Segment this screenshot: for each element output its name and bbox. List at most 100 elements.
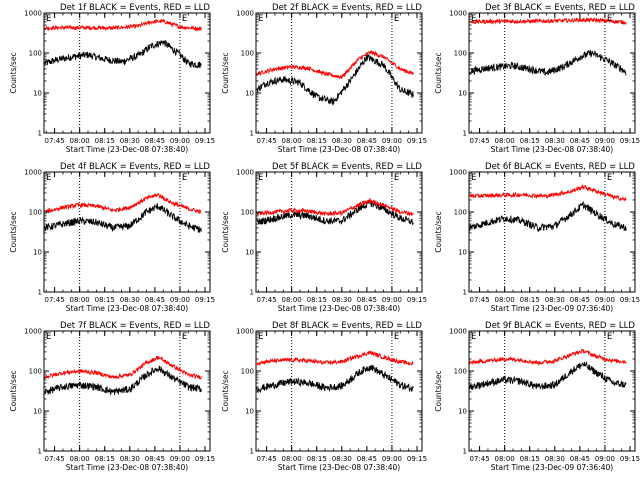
y-tick-label: 1000 <box>449 328 467 336</box>
y-tick-label: 100 <box>241 368 254 376</box>
x-tick-label: 09:15 <box>195 455 215 463</box>
x-tick-label: 08:30 <box>120 296 140 304</box>
x-tick-label: 08:00 <box>495 296 515 304</box>
x-tick-label: 09:15 <box>407 137 427 145</box>
series-lld-line <box>256 350 414 367</box>
event-marker: E <box>182 332 187 342</box>
y-axis-label: Counts/sec <box>9 370 18 411</box>
chart-title: Det 8f BLACK = Events, RED = LLD <box>272 321 422 331</box>
y-tick-label: 1000 <box>449 10 467 18</box>
x-tick-label: 09:15 <box>195 296 215 304</box>
x-axis-label: Start Time (23-Dec-08 07:38:40) <box>66 304 188 313</box>
x-tick-label: 08:30 <box>120 455 140 463</box>
y-tick-label: 1000 <box>24 169 42 177</box>
x-tick-label: 09:15 <box>407 455 427 463</box>
y-axis-label: Counts/sec <box>434 211 443 252</box>
x-tick-label: 08:45 <box>570 455 590 463</box>
x-tick-label: 09:00 <box>170 455 190 463</box>
x-tick-label: 07:45 <box>256 296 276 304</box>
x-axis-label: Start Time (23-Dec-08 07:38:40) <box>278 304 400 313</box>
y-tick-label: 10 <box>245 90 254 98</box>
x-tick-label: 09:15 <box>195 137 215 145</box>
x-tick-label: 08:00 <box>70 296 90 304</box>
y-tick-label: 10 <box>33 408 42 416</box>
plot-frame <box>43 12 211 134</box>
event-marker: E <box>46 332 51 342</box>
x-tick-label: 09:00 <box>382 137 402 145</box>
event-marker: E <box>471 14 476 24</box>
x-tick-label: 09:00 <box>595 296 615 304</box>
event-marker: E <box>394 14 399 24</box>
x-tick-label: 09:15 <box>407 296 427 304</box>
chart-title: Det 3f BLACK = Events, RED = LLD <box>485 3 635 13</box>
y-tick-label: 1000 <box>236 169 254 177</box>
x-axis-label: Start Time (23-Dec-08 07:38:40) <box>278 145 400 154</box>
series-events-line <box>256 364 414 394</box>
event-marker: E <box>46 173 51 183</box>
event-marker: E <box>607 14 612 24</box>
y-axis-label: Counts/sec <box>221 52 230 93</box>
x-tick-label: 08:45 <box>145 455 165 463</box>
x-tick-label: 08:00 <box>282 455 302 463</box>
chart-title: Det 1f BLACK = Events, RED = LLD <box>60 3 210 13</box>
x-tick-label: 07:45 <box>44 296 64 304</box>
x-axis-label: Start Time (23-Dec-08 07:38:40) <box>278 463 400 472</box>
event-marker: E <box>258 14 263 24</box>
y-tick-label: 10 <box>245 249 254 257</box>
x-tick-label: 07:45 <box>469 296 489 304</box>
x-axis-label: Start Time (23-Dec-08 07:38:40) <box>66 145 188 154</box>
y-tick-label: 1000 <box>236 10 254 18</box>
x-tick-label: 09:15 <box>620 296 640 304</box>
y-tick-label: 10 <box>458 408 467 416</box>
x-tick-label: 08:00 <box>282 137 302 145</box>
x-tick-label: 09:00 <box>170 296 190 304</box>
x-tick-label: 08:45 <box>357 455 377 463</box>
y-axis-label: Counts/sec <box>434 52 443 93</box>
x-tick-label: 08:00 <box>282 296 302 304</box>
event-marker: E <box>607 332 612 342</box>
y-tick-label: 10 <box>33 249 42 257</box>
x-tick-label: 08:45 <box>570 137 590 145</box>
y-tick-label: 1000 <box>24 328 42 336</box>
y-tick-label: 100 <box>29 50 42 58</box>
x-tick-label: 09:00 <box>382 296 402 304</box>
y-tick-label: 1 <box>463 130 467 138</box>
event-marker: E <box>182 14 187 24</box>
x-tick-label: 07:45 <box>256 137 276 145</box>
plot-frame <box>468 12 636 134</box>
plot-frame <box>468 330 636 452</box>
event-marker: E <box>182 173 187 183</box>
y-tick-label: 1 <box>250 130 254 138</box>
y-tick-label: 1000 <box>24 10 42 18</box>
x-tick-label: 08:30 <box>332 296 352 304</box>
series-lld-line <box>44 192 202 215</box>
x-tick-label: 09:00 <box>170 137 190 145</box>
y-tick-label: 1000 <box>449 169 467 177</box>
series-lld-line <box>256 50 414 80</box>
series-events-line <box>44 202 202 233</box>
x-tick-label: 08:30 <box>332 137 352 145</box>
series-lld-line <box>469 348 627 366</box>
x-tick-label: 08:30 <box>545 296 565 304</box>
x-axis-label: Start Time (23-Dec-08 07:38:40) <box>66 463 188 472</box>
y-tick-label: 100 <box>29 368 42 376</box>
event-marker: E <box>258 332 263 342</box>
series-lld-line <box>469 17 627 25</box>
y-tick-label: 100 <box>454 368 467 376</box>
x-tick-label: 08:15 <box>520 137 540 145</box>
y-tick-label: 100 <box>241 209 254 217</box>
chart-title: Det 7f BLACK = Events, RED = LLD <box>60 321 210 331</box>
y-tick-label: 1 <box>463 289 467 297</box>
y-tick-label: 10 <box>245 408 254 416</box>
x-tick-label: 08:15 <box>307 296 327 304</box>
x-tick-label: 08:00 <box>495 137 515 145</box>
x-tick-label: 08:00 <box>70 137 90 145</box>
x-tick-label: 08:30 <box>332 455 352 463</box>
series-events-line <box>469 49 627 76</box>
x-tick-label: 08:30 <box>120 137 140 145</box>
y-axis-label: Counts/sec <box>434 370 443 411</box>
y-axis-label: Counts/sec <box>221 211 230 252</box>
